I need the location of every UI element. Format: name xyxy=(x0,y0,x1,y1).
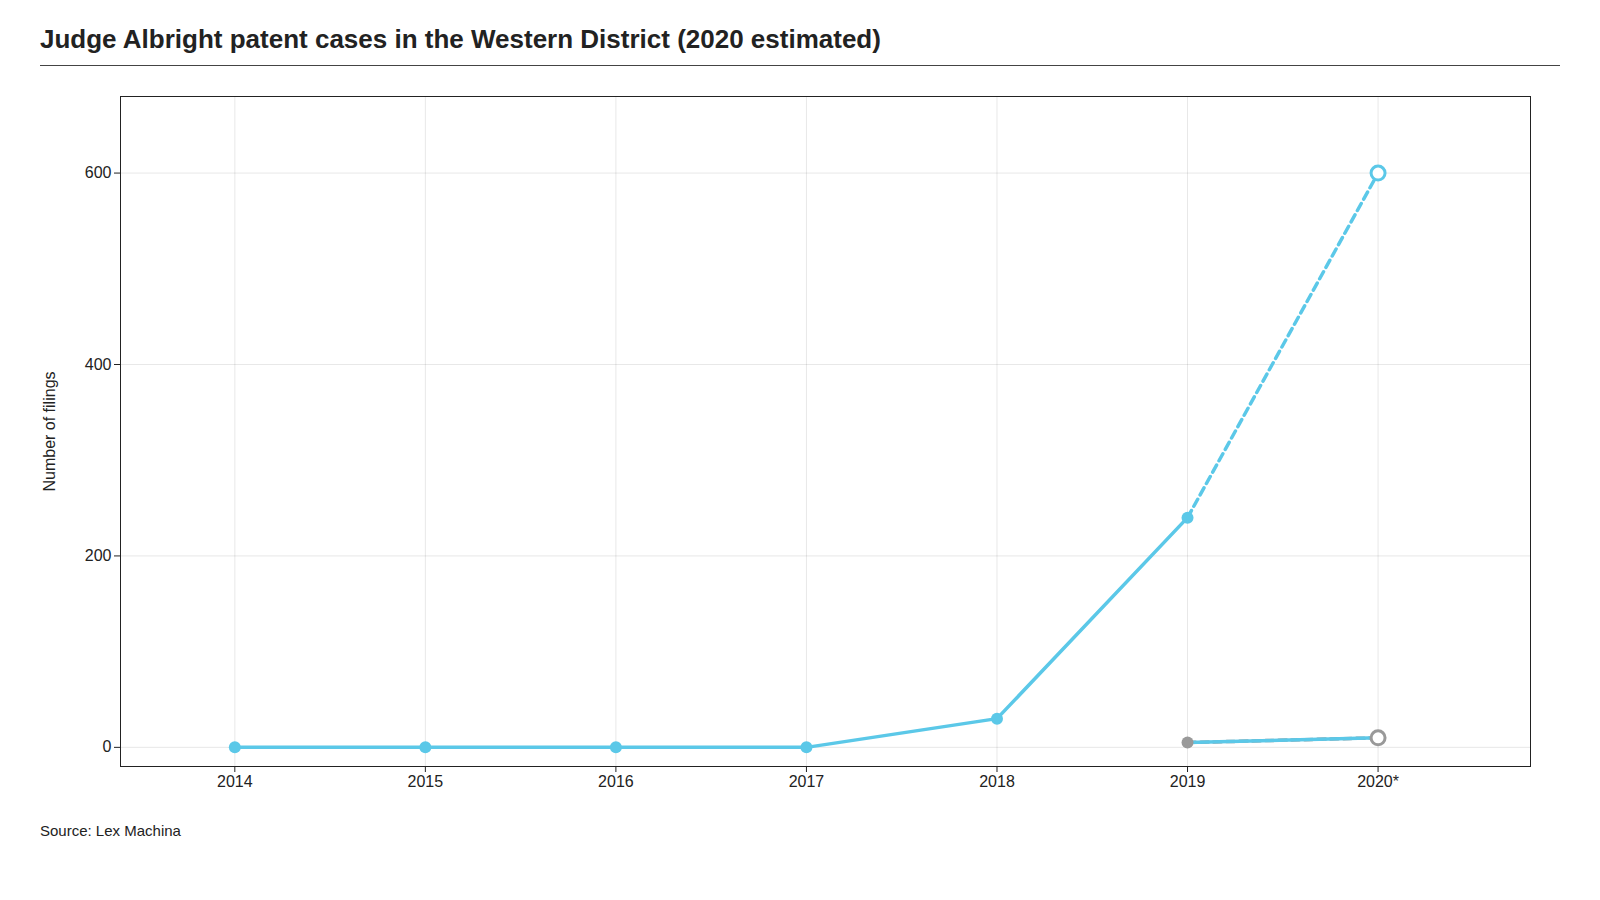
html-text:Source: Lex Machina: Source: Lex Machina xyxy=(40,822,181,839)
svg-text:2014: 2014 xyxy=(217,773,253,790)
svg-text:0: 0 xyxy=(103,738,112,755)
svg-text:200: 200 xyxy=(85,547,112,564)
svg-text:2015: 2015 xyxy=(408,773,444,790)
html-text:Judge Albright patent cases in: Judge Albright patent cases in the Weste… xyxy=(40,24,881,54)
svg-text:Number of filings: Number of filings xyxy=(41,371,58,491)
svg-text:400: 400 xyxy=(85,356,112,373)
svg-text:600: 600 xyxy=(85,164,112,181)
svg-text:2016: 2016 xyxy=(598,773,634,790)
svg-text:2020*: 2020* xyxy=(1357,773,1399,790)
svg-text:2017: 2017 xyxy=(789,773,825,790)
svg-text:2018: 2018 xyxy=(979,773,1015,790)
svg-text:2019: 2019 xyxy=(1170,773,1206,790)
